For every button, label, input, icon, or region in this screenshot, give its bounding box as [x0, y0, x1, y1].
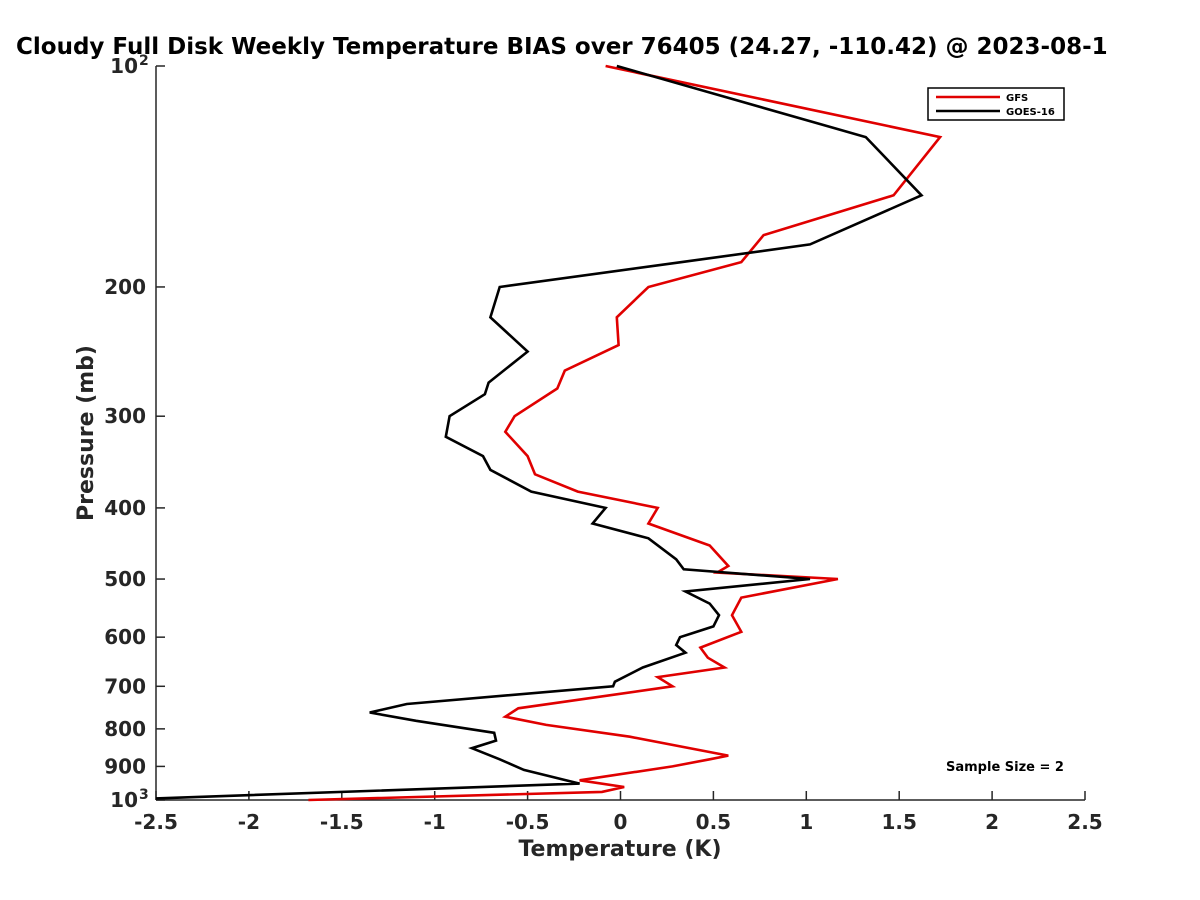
- y-tick-label: 10: [110, 54, 138, 78]
- x-tick-label: 0.5: [696, 810, 731, 834]
- y-tick-label-base: 300: [104, 404, 146, 428]
- y-tick-label: 700: [104, 674, 146, 698]
- y-tick-label: 10: [110, 788, 138, 812]
- x-tick-label: -1: [424, 810, 446, 834]
- y-tick-label: 900: [104, 754, 146, 778]
- legend-entry-label: GOES-16: [1006, 107, 1055, 118]
- y-tick-label-exponent: 2: [139, 53, 149, 69]
- series-line-goes-16: [155, 64, 924, 800]
- legend-box: [927, 87, 1065, 121]
- y-tick-label-base: 200: [104, 275, 146, 299]
- y-tick-label: 400: [104, 496, 146, 520]
- x-tick-label: 2: [985, 810, 999, 834]
- x-tick-label: -0.5: [506, 810, 550, 834]
- chart-title: Cloudy Full Disk Weekly Temperature BIAS…: [16, 34, 1108, 60]
- x-axis-label: Temperature (K): [518, 837, 721, 862]
- legend: GFS GOES-16: [927, 87, 1065, 121]
- x-tick-label: -2: [238, 810, 260, 834]
- x-tick-label: 1.5: [881, 810, 916, 834]
- y-tick-label: 200: [104, 275, 146, 299]
- x-tick-label: -1.5: [320, 810, 364, 834]
- y-tick-label-base: 10: [110, 54, 138, 78]
- x-tick-label: 1: [799, 810, 813, 834]
- x-ticks: -2.5 -2 -1.5 -1 -0.5 0 0.5 1 1.5 2 2.5: [134, 791, 1103, 834]
- y-tick-label-base: 500: [104, 567, 146, 591]
- y-tick-label: 500: [104, 567, 146, 591]
- legend-entry-label: GFS: [1006, 93, 1028, 104]
- y-tick-label: 800: [104, 717, 146, 741]
- x-tick-label: 2.5: [1067, 810, 1102, 834]
- y-tick-label-base: 700: [104, 674, 146, 698]
- y-tick-label-base: 800: [104, 717, 146, 741]
- y-axis-label: Pressure (mb): [74, 345, 99, 521]
- sample-size-annotation: Sample Size = 2: [946, 760, 1064, 775]
- y-tick-label: 300: [104, 404, 146, 428]
- y-tick-label-base: 400: [104, 496, 146, 520]
- y-tick-label-base: 10: [110, 788, 138, 812]
- y-tick-label-base: 900: [104, 754, 146, 778]
- x-tick-label: -2.5: [134, 810, 178, 834]
- x-tick-label: 0: [614, 810, 628, 834]
- y-tick-label: 600: [104, 625, 146, 649]
- y-tick-label-base: 600: [104, 625, 146, 649]
- y-tick-label-exponent: 3: [139, 787, 149, 803]
- series-layer: [155, 64, 943, 802]
